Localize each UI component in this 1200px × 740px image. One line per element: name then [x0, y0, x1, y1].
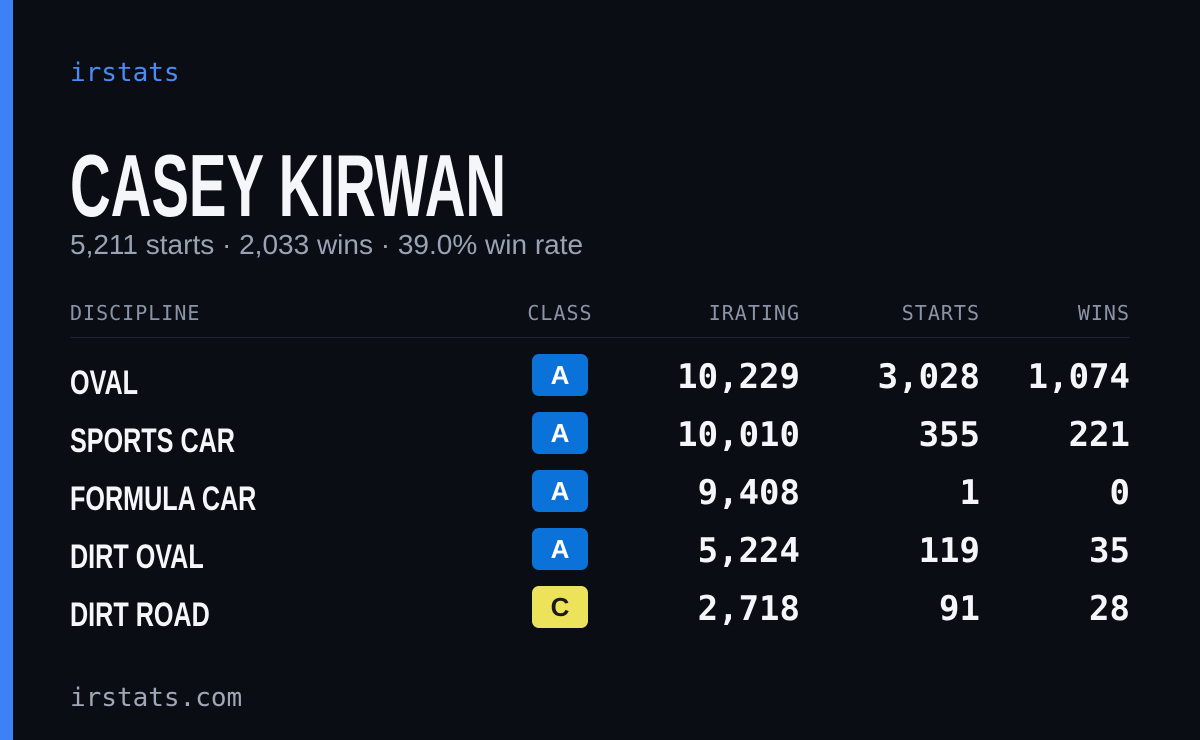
- wins-value: 1,074: [1027, 357, 1130, 397]
- wins-value: 221: [1068, 415, 1130, 455]
- wins-value: 28: [1089, 589, 1130, 629]
- starts-value: 355: [918, 415, 980, 455]
- brand: irstats: [70, 58, 180, 88]
- class-badge: A: [532, 354, 588, 396]
- driver-summary: 5,211 starts · 2,033 wins · 39.0% win ra…: [70, 229, 584, 260]
- discipline: DIRT ROAD: [70, 596, 210, 634]
- footer: irstats.com: [70, 683, 243, 713]
- irating-value: 2,718: [697, 589, 800, 629]
- column-header: STARTS: [901, 301, 980, 325]
- irating-value: 10,229: [677, 357, 800, 397]
- column-header: CLASS: [527, 301, 593, 325]
- column-header: IRATING: [708, 301, 800, 325]
- discipline: OVAL: [70, 364, 139, 402]
- starts-value: 91: [939, 589, 980, 629]
- irating-value: 9,408: [697, 473, 800, 513]
- discipline: SPORTS CAR: [70, 422, 235, 460]
- starts-value: 119: [918, 531, 980, 571]
- class-badge: A: [532, 412, 588, 454]
- accent-stripe: [0, 0, 13, 740]
- class-badge: A: [532, 470, 588, 512]
- header-rule: [70, 337, 1130, 338]
- driver-name: CASEY KIRWAN: [70, 136, 507, 235]
- starts-value: 3,028: [877, 357, 980, 397]
- column-header: WINS: [1077, 301, 1130, 325]
- column-header: DISCIPLINE: [70, 301, 201, 325]
- wins-value: 0: [1109, 473, 1130, 513]
- discipline: FORMULA CAR: [70, 480, 257, 518]
- irating-value: 5,224: [697, 531, 800, 571]
- wins-value: 35: [1089, 531, 1130, 571]
- discipline: DIRT OVAL: [70, 538, 204, 576]
- class-badge: A: [532, 528, 588, 570]
- class-badge: C: [532, 586, 588, 628]
- irating-value: 10,010: [677, 415, 800, 455]
- starts-value: 1: [959, 473, 980, 513]
